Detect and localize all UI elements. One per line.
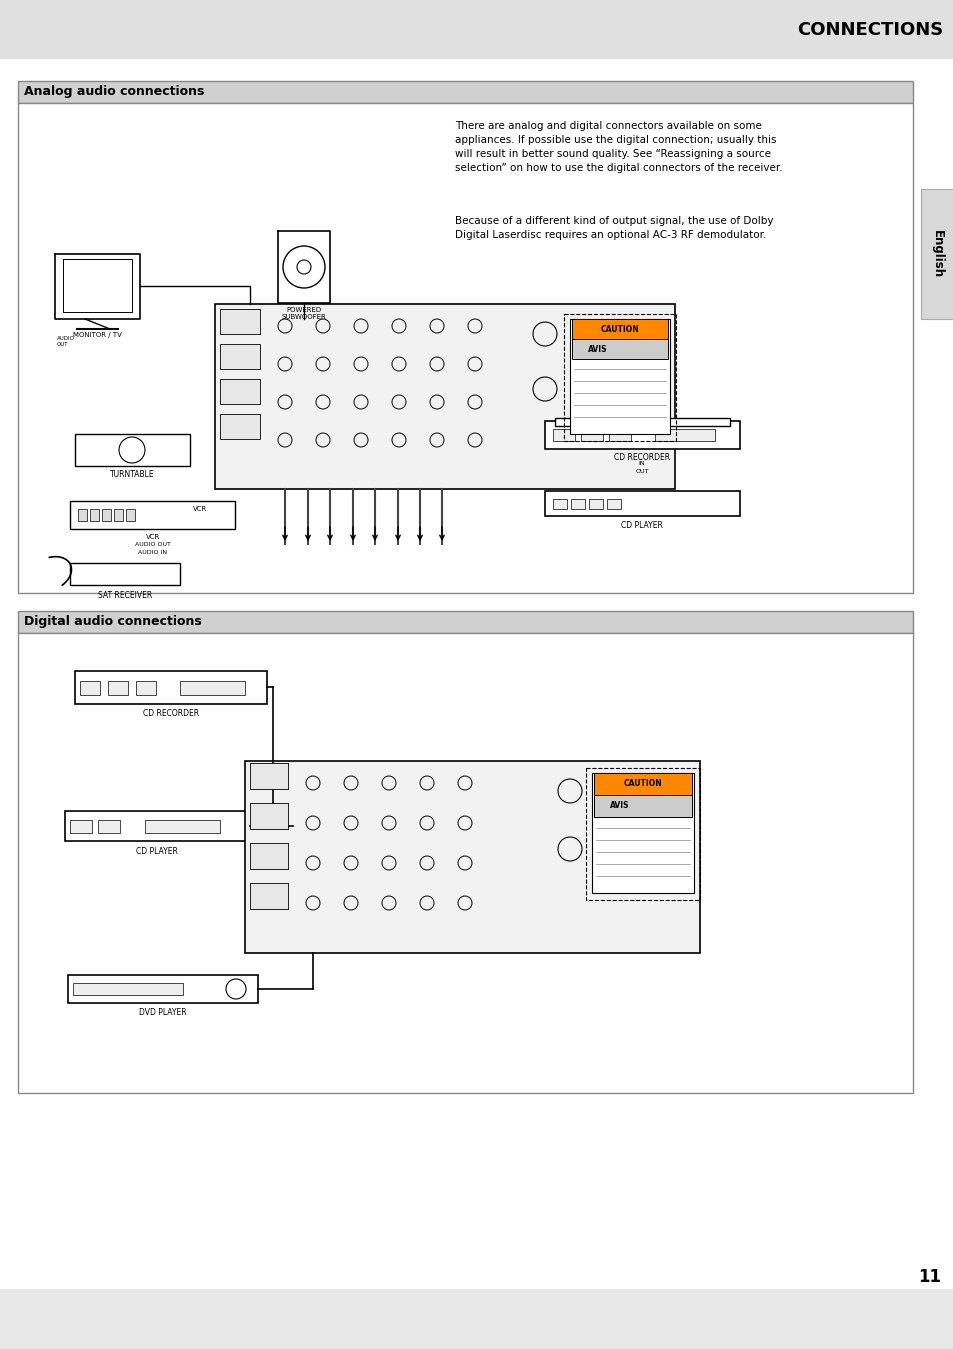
Text: Because of a different kind of output signal, the use of Dolby
Digital Laserdisc: Because of a different kind of output si…: [455, 216, 773, 240]
Bar: [126, 509, 135, 521]
Bar: [98, 820, 120, 832]
Text: AVIS: AVIS: [609, 801, 629, 811]
Bar: [553, 429, 575, 441]
Text: Analog audio connections: Analog audio connections: [24, 85, 204, 98]
Bar: [553, 499, 566, 509]
Bar: [220, 344, 260, 370]
Bar: [136, 681, 156, 695]
Bar: [90, 509, 99, 521]
Bar: [220, 309, 260, 335]
Text: CAUTION: CAUTION: [623, 780, 661, 789]
Text: English: English: [929, 229, 943, 278]
Bar: [113, 509, 123, 521]
Text: TURNTABLE: TURNTABLE: [110, 469, 154, 479]
Bar: [80, 681, 100, 695]
Text: DVD PLAYER: DVD PLAYER: [139, 1008, 187, 1017]
Bar: [592, 773, 693, 893]
Text: There are analog and digital connectors available on some
appliances. If possibl: There are analog and digital connectors …: [455, 121, 781, 173]
Bar: [78, 509, 87, 521]
Text: CD PLAYER: CD PLAYER: [620, 521, 662, 530]
Text: Digital audio connections: Digital audio connections: [24, 615, 201, 629]
Text: CD RECORDER: CD RECORDER: [614, 453, 669, 461]
Text: OUT: OUT: [635, 469, 648, 473]
Bar: [594, 795, 691, 817]
Bar: [606, 499, 620, 509]
Bar: [572, 318, 667, 339]
Text: 11: 11: [918, 1268, 941, 1286]
Bar: [250, 803, 288, 830]
Bar: [544, 491, 740, 517]
Bar: [920, 189, 953, 318]
Bar: [0, 0, 953, 59]
Bar: [65, 811, 250, 840]
Bar: [250, 843, 288, 869]
Bar: [245, 761, 700, 952]
Bar: [18, 81, 912, 103]
Bar: [214, 304, 675, 488]
Bar: [571, 499, 584, 509]
Text: AUDIO IN: AUDIO IN: [138, 550, 168, 554]
Bar: [572, 339, 667, 359]
Bar: [580, 429, 602, 441]
Bar: [655, 429, 714, 441]
Bar: [250, 884, 288, 909]
Bar: [102, 509, 111, 521]
Bar: [569, 318, 669, 434]
Bar: [220, 379, 260, 403]
Text: MONITOR / TV: MONITOR / TV: [72, 332, 121, 339]
Bar: [108, 681, 128, 695]
Text: VCR: VCR: [193, 506, 207, 513]
Bar: [588, 499, 602, 509]
Text: AUDIO OUT: AUDIO OUT: [135, 542, 171, 546]
Text: SAT RECEIVER: SAT RECEIVER: [98, 591, 152, 600]
Bar: [70, 563, 180, 585]
Bar: [75, 434, 190, 465]
Bar: [180, 681, 245, 695]
Bar: [594, 773, 691, 795]
Bar: [18, 103, 912, 594]
Bar: [68, 975, 257, 1004]
Bar: [75, 670, 267, 704]
Bar: [18, 633, 912, 1093]
Text: AUDIO
OUT: AUDIO OUT: [57, 336, 74, 347]
Bar: [70, 820, 91, 832]
Bar: [220, 414, 260, 438]
Text: AVIS: AVIS: [587, 344, 607, 353]
Text: IN: IN: [638, 461, 644, 465]
Bar: [544, 421, 740, 449]
Text: CD PLAYER: CD PLAYER: [136, 847, 178, 857]
Text: CONNECTIONS: CONNECTIONS: [796, 22, 943, 39]
Text: CD RECORDER: CD RECORDER: [143, 710, 199, 718]
Bar: [70, 500, 234, 529]
Bar: [250, 764, 288, 789]
Bar: [73, 983, 183, 996]
Bar: [18, 611, 912, 633]
Text: POWERED
SUBWOOFER: POWERED SUBWOOFER: [281, 308, 326, 320]
Bar: [555, 418, 729, 426]
Text: CAUTION: CAUTION: [600, 325, 639, 333]
Bar: [145, 820, 220, 832]
Text: VCR: VCR: [146, 534, 160, 540]
Bar: [608, 429, 630, 441]
